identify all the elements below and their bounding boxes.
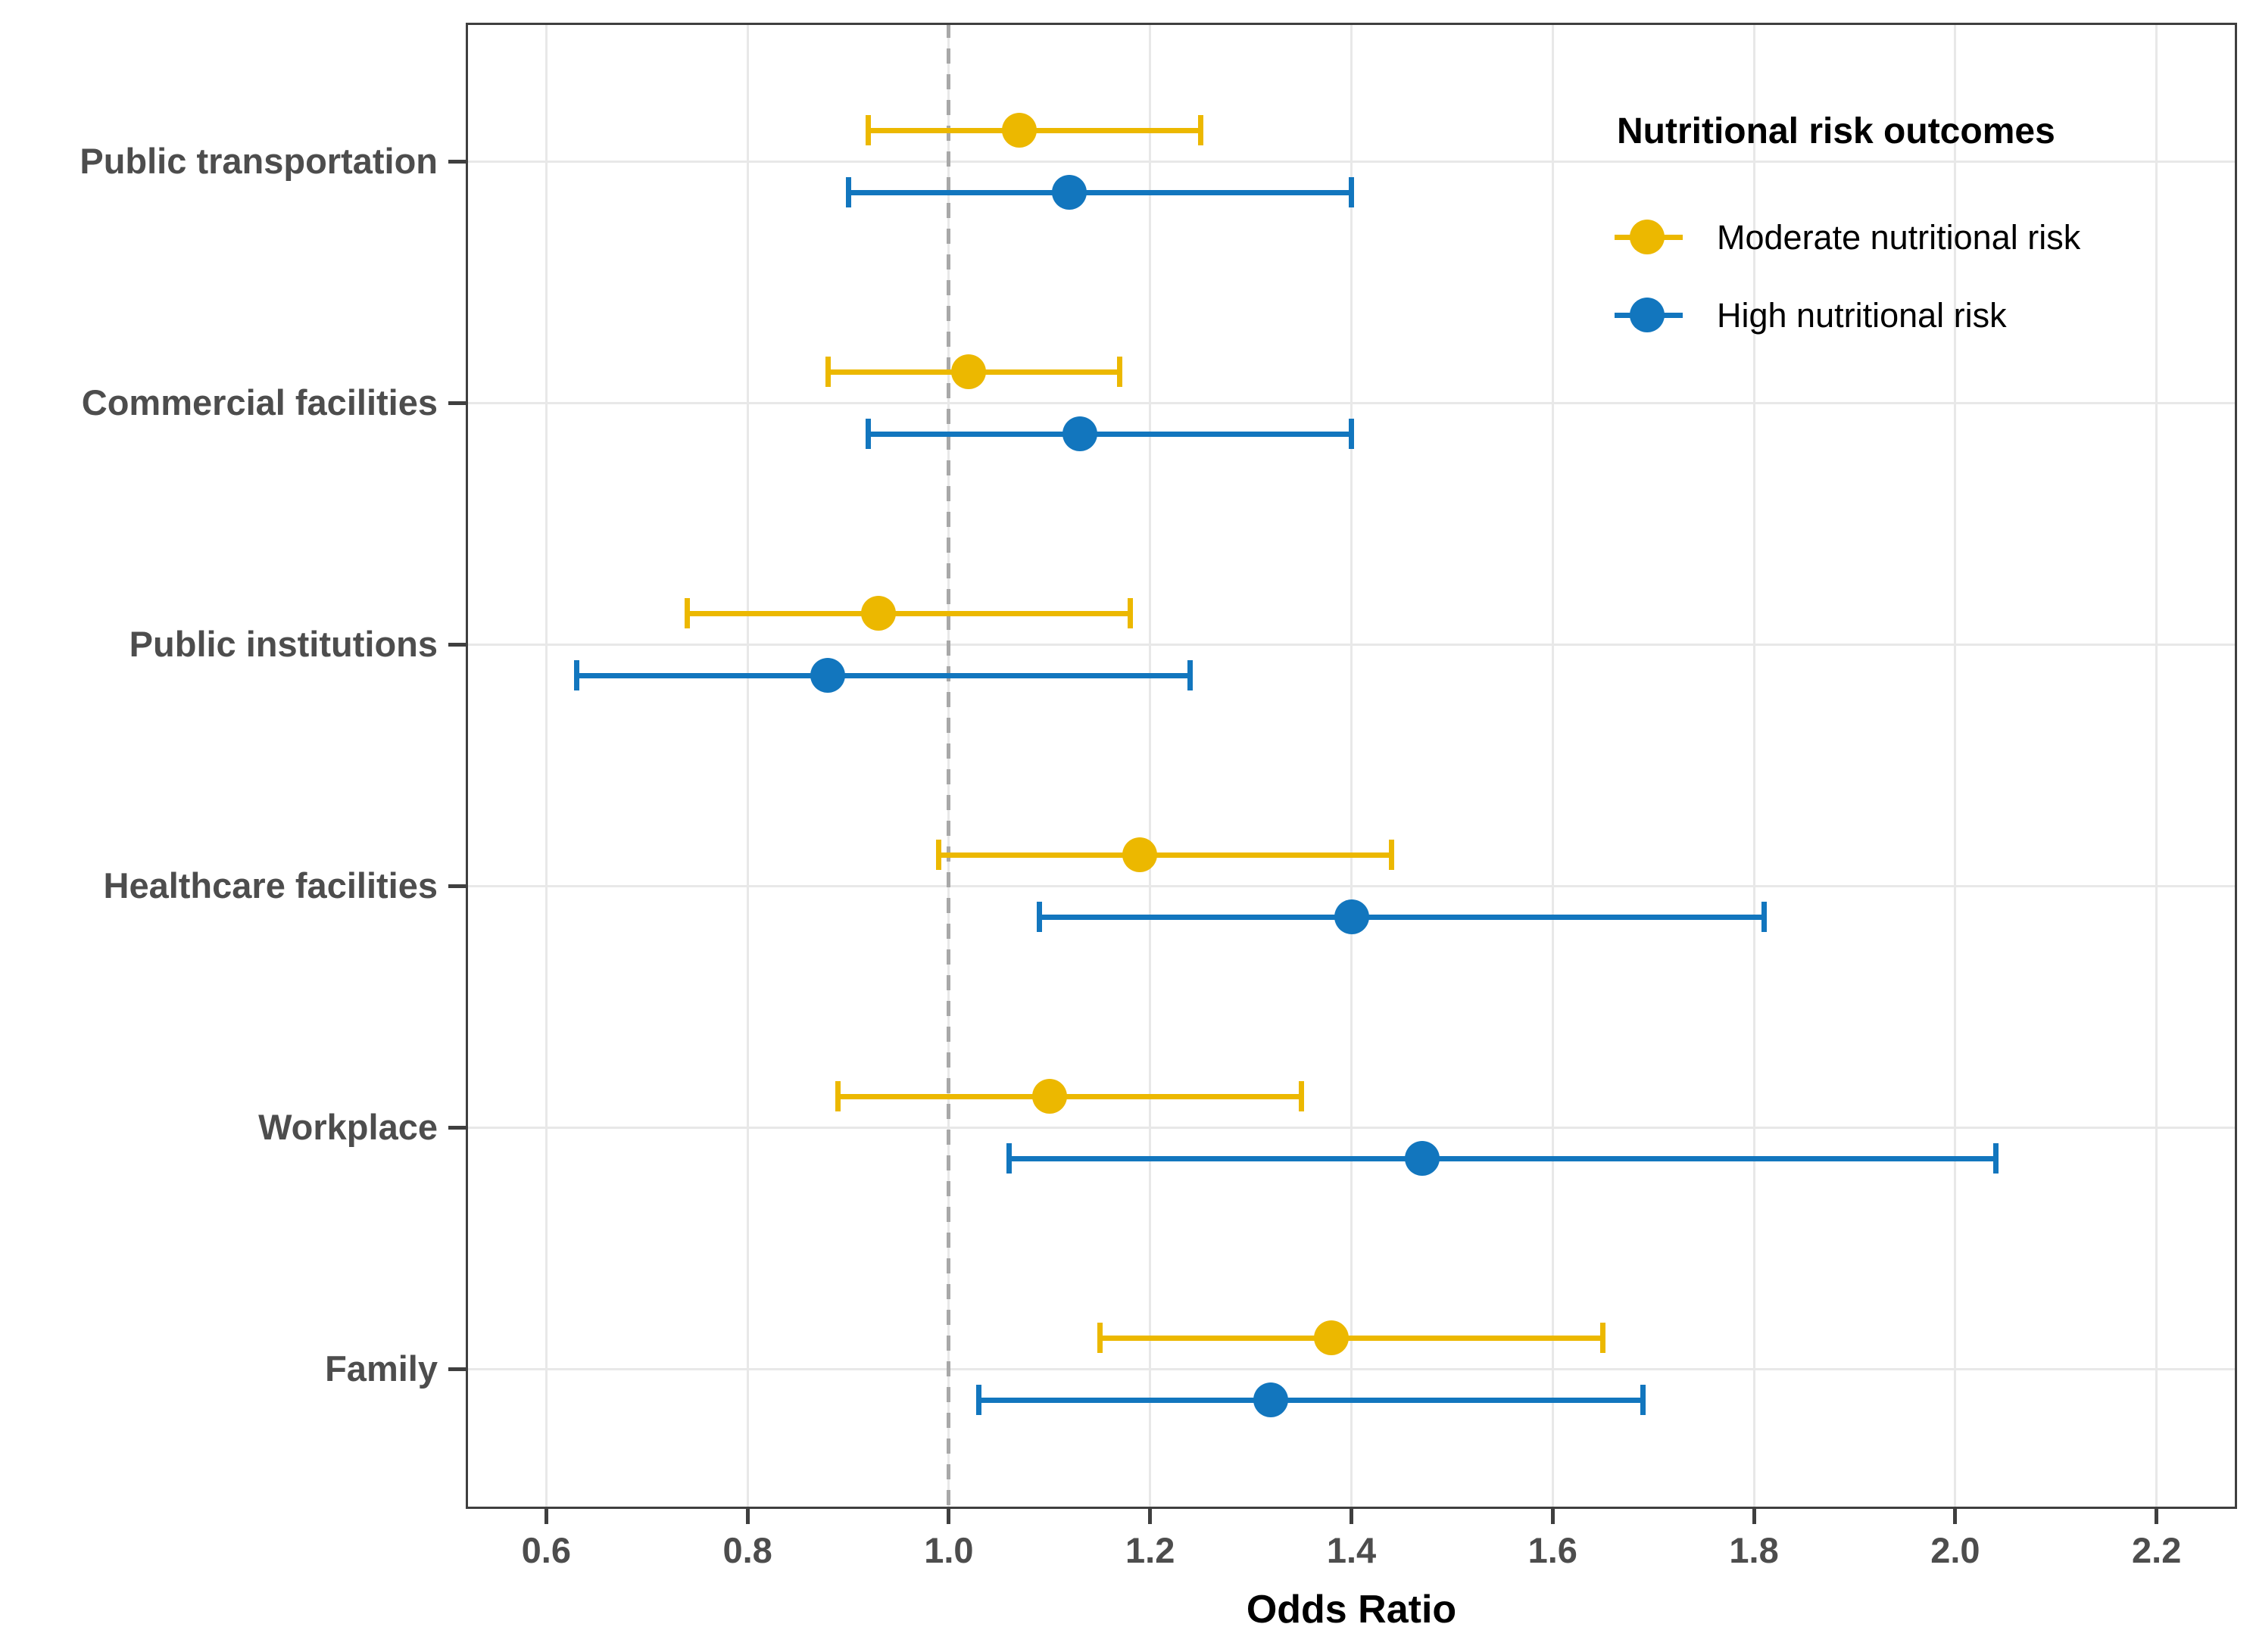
y-axis-tick <box>448 1125 466 1130</box>
error-bar-cap-low <box>835 1081 841 1111</box>
point-marker <box>1031 1079 1067 1114</box>
x-axis-tick <box>745 1509 750 1524</box>
x-axis-title: Odds Ratio <box>1246 1588 1457 1632</box>
point-marker <box>1313 1320 1349 1355</box>
error-bar <box>687 610 1131 616</box>
x-axis-tick <box>2155 1509 2159 1524</box>
x-axis-tick-label: 1.4 <box>1326 1530 1377 1570</box>
x-axis-tick <box>1148 1509 1153 1524</box>
x-axis-tick-label: 2.0 <box>1930 1530 1980 1570</box>
error-bar <box>978 1397 1643 1403</box>
legend-key-dot-moderate <box>1630 220 1665 254</box>
gridline-vertical <box>2155 23 2158 1509</box>
error-bar-cap-high <box>1600 1323 1606 1353</box>
error-bar-cap-low <box>866 115 872 145</box>
gridline-vertical <box>1149 23 1152 1509</box>
point-marker <box>810 658 846 693</box>
x-axis-tick <box>1350 1509 1353 1524</box>
error-bar-cap-high <box>1992 1143 1999 1174</box>
error-bar-cap-high <box>1197 115 1203 145</box>
x-axis-tick <box>544 1509 548 1524</box>
error-bar-cap-low <box>1006 1143 1013 1174</box>
error-bar-cap-low <box>976 1385 982 1415</box>
error-bar <box>1039 914 1765 920</box>
error-bar <box>838 1093 1302 1099</box>
x-axis-tick-label: 0.6 <box>521 1530 571 1570</box>
gridline-vertical <box>1752 23 1755 1509</box>
point-marker <box>1404 1141 1440 1176</box>
error-bar-cap-high <box>1127 598 1133 628</box>
y-axis-tick <box>448 884 466 888</box>
category-label: Public transportation <box>80 141 438 181</box>
error-bar-cap-low <box>1037 902 1043 932</box>
error-bar <box>848 189 1352 195</box>
x-axis-tick-label: 0.8 <box>722 1530 772 1570</box>
x-axis-tick <box>1550 1509 1555 1524</box>
y-axis-tick <box>448 642 466 647</box>
error-bar-cap-low <box>845 177 851 207</box>
gridline-vertical <box>746 23 749 1509</box>
y-axis-tick <box>448 1367 466 1371</box>
error-bar <box>868 431 1352 437</box>
category-label: Public institutions <box>129 624 438 664</box>
point-marker <box>1122 837 1158 872</box>
point-marker <box>1334 899 1369 934</box>
x-axis-tick-label: 2.2 <box>2132 1530 2182 1570</box>
point-marker <box>951 354 987 389</box>
gridline-vertical <box>1350 23 1353 1509</box>
x-axis-tick <box>1752 1509 1756 1524</box>
error-bar-cap-high <box>1640 1385 1646 1415</box>
x-axis-tick <box>947 1509 951 1524</box>
error-bar-cap-high <box>1117 357 1123 387</box>
y-axis-tick <box>448 159 466 164</box>
error-bar-cap-high <box>1389 840 1395 870</box>
y-axis-tick <box>448 401 466 405</box>
gridline-vertical <box>1551 23 1554 1509</box>
x-axis-tick-label: 1.2 <box>1125 1530 1175 1570</box>
legend-label-moderate: Moderate nutritional risk <box>1717 218 2081 257</box>
point-marker <box>1052 175 1087 210</box>
category-label: Commercial facilities <box>81 382 438 422</box>
error-bar-cap-low <box>936 840 942 870</box>
error-bar <box>1009 1155 1996 1161</box>
x-axis-tick <box>1953 1509 1958 1524</box>
error-bar-cap-high <box>1761 902 1767 932</box>
legend-label-high: High nutritional risk <box>1717 296 2007 335</box>
error-bar-cap-low <box>573 660 579 690</box>
point-marker <box>1253 1382 1289 1417</box>
point-marker <box>1062 416 1097 451</box>
category-label: Workplace <box>258 1107 438 1147</box>
legend-title: Nutritional risk outcomes <box>1617 111 2055 151</box>
x-axis-tick-label: 1.6 <box>1527 1530 1577 1570</box>
error-bar-cap-low <box>825 357 831 387</box>
legend-key-dot-high <box>1630 298 1665 332</box>
error-bar-cap-high <box>1349 419 1354 449</box>
error-bar-cap-low <box>866 419 872 449</box>
error-bar-cap-high <box>1298 1081 1304 1111</box>
error-bar <box>938 852 1392 858</box>
error-bar-cap-low <box>1097 1323 1103 1353</box>
gridline-vertical <box>544 23 548 1509</box>
error-bar-cap-low <box>684 598 690 628</box>
x-axis-tick-label: 1.8 <box>1729 1530 1779 1570</box>
category-label: Healthcare facilities <box>103 865 438 905</box>
gridline-vertical <box>1954 23 1957 1509</box>
error-bar-cap-high <box>1187 660 1194 690</box>
x-axis-tick-label: 1.0 <box>924 1530 974 1570</box>
point-marker <box>1001 113 1037 148</box>
point-marker <box>860 596 896 631</box>
error-bar <box>1100 1335 1603 1341</box>
reference-line-or-1 <box>947 23 951 1509</box>
error-bar-cap-high <box>1349 177 1354 207</box>
error-bar <box>576 672 1190 678</box>
category-label: Family <box>325 1348 438 1389</box>
